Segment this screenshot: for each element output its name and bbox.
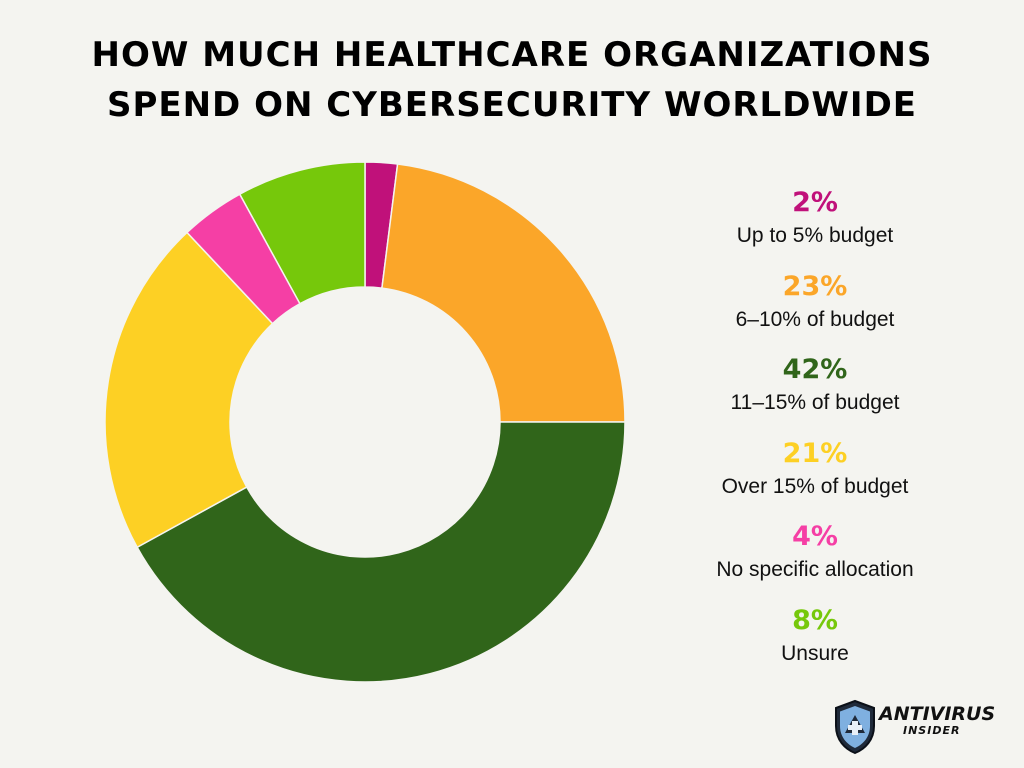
legend-value: 4% — [792, 521, 838, 552]
legend-value: 2% — [792, 187, 838, 218]
legend-label: Over 15% of budget — [721, 474, 909, 498]
legend-value: 23% — [782, 270, 848, 302]
chart-legend: 2% Up to 5% budget 23% 6–10% of budget 42% 11… — [685, 186, 945, 687]
legend-item: 2% Up to 5% budget — [685, 186, 945, 270]
chart-title-line-2: SPEND ON CYBERSECURITY WORLDWIDE — [106, 85, 918, 125]
shield-icon — [835, 699, 875, 755]
legend-label: No specific allocation — [716, 558, 914, 581]
legend-label: 6–10% of budget — [735, 307, 895, 331]
legend-value: 8% — [792, 604, 838, 636]
legend-label: 11–15% of budget — [730, 391, 900, 414]
legend-label: Up to 5% budget — [736, 224, 894, 247]
logo-wordmark: ANTIVIRUS — [879, 703, 996, 725]
chart-title-line-1: HOW MUCH HEALTHCARE ORGANIZATIONS — [91, 35, 933, 75]
legend-item: 21% Over 15% of budget — [685, 437, 945, 521]
donut-slice-3 — [136, 421, 626, 683]
donut-slice-4 — [104, 231, 274, 549]
legend-label: Unsure — [781, 641, 849, 665]
chart-title: HOW MUCH HEALTHCARE ORGANIZATIONS SPEND … — [0, 30, 1024, 130]
logo-subtitle: INSIDER — [903, 724, 961, 737]
donut-slice-6 — [238, 161, 366, 305]
legend-item: 42% 11–15% of budget — [685, 353, 945, 437]
legend-item: 4% No specific allocation — [685, 520, 945, 604]
antivirus-insider-logo: ANTIVIRUS INSIDER — [833, 697, 996, 757]
legend-item: 23% 6–10% of budget — [685, 270, 945, 354]
legend-item: 8% Unsure — [685, 604, 945, 688]
legend-value: 21% — [782, 437, 848, 469]
donut-slice-2 — [381, 163, 626, 423]
legend-value: 42% — [782, 354, 848, 385]
donut-chart — [104, 161, 626, 683]
